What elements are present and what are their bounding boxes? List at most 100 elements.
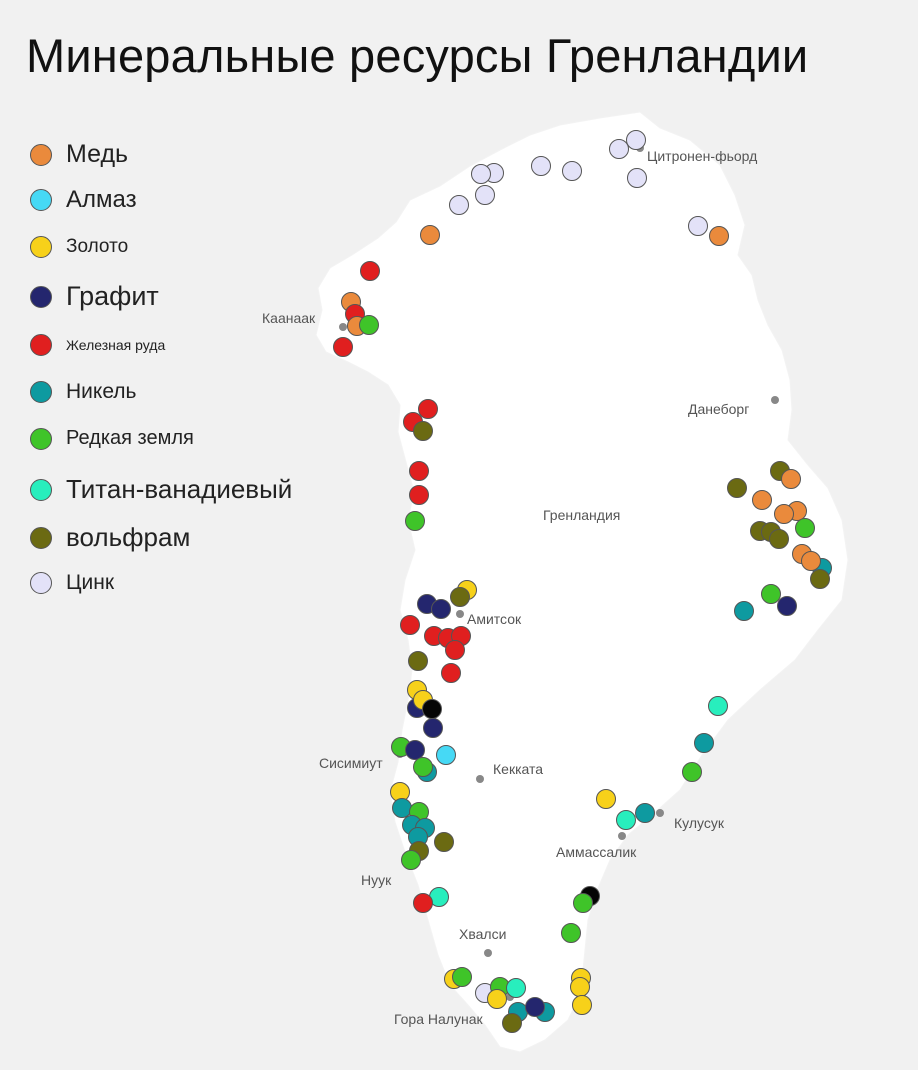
graphite-dot-icon [30, 285, 52, 308]
iron-deposit-marker [418, 399, 438, 419]
copper-deposit-marker [801, 551, 821, 571]
legend-item-titanium: Титан-ванадиевый [30, 474, 292, 505]
legend-item-copper: Медь [30, 140, 128, 169]
gold-deposit-marker [596, 789, 616, 809]
city-marker [484, 949, 492, 957]
unknown-deposit-marker [422, 699, 442, 719]
copper-deposit-marker [774, 504, 794, 524]
gold-deposit-marker [570, 977, 590, 997]
legend-label: Золото [66, 236, 129, 257]
rare-deposit-marker [761, 584, 781, 604]
city-label: Сисимиут [319, 755, 383, 771]
iron-deposit-marker [333, 337, 353, 357]
legend-item-iron: Железная руда [30, 334, 165, 356]
legend-item-zinc: Цинк [30, 571, 114, 595]
rare-deposit-marker [452, 967, 472, 987]
iron-deposit-marker [409, 461, 429, 481]
tungsten-deposit-marker [769, 529, 789, 549]
graphite-deposit-marker [777, 596, 797, 616]
rare-deposit-marker [682, 762, 702, 782]
tungsten-deposit-marker [408, 651, 428, 671]
city-marker [476, 775, 484, 783]
titanium-deposit-marker [506, 978, 526, 998]
legend-label: Титан-ванадиевый [66, 474, 293, 504]
gold-dot-icon [30, 236, 52, 258]
city-label: Аммассалик [556, 844, 637, 860]
city-label: Хвалси [459, 926, 506, 942]
legend-label: Алмаз [66, 186, 137, 213]
zinc-deposit-marker [688, 216, 708, 236]
zinc-deposit-marker [475, 185, 495, 205]
zinc-deposit-marker [531, 156, 551, 176]
legend-label: вольфрам [66, 522, 191, 552]
copper-deposit-marker [752, 490, 772, 510]
tungsten-deposit-marker [502, 1013, 522, 1033]
copper-deposit-marker [709, 226, 729, 246]
rare-earth-dot-icon [30, 427, 52, 450]
graphite-deposit-marker [405, 740, 425, 760]
city-label: Гренландия [543, 507, 620, 523]
gold-deposit-marker [487, 989, 507, 1009]
city-marker [771, 396, 779, 404]
rare-deposit-marker [413, 757, 433, 777]
nickel-dot-icon [30, 381, 52, 403]
graphite-deposit-marker [525, 997, 545, 1017]
iron-dot-icon [30, 334, 52, 356]
legend-label: Железная руда [66, 337, 166, 353]
legend-item-graphite: Графит [30, 281, 159, 312]
map-title: Минеральные ресурсы Гренландии [26, 29, 809, 82]
graphite-deposit-marker [423, 718, 443, 738]
greenland-landmass [315, 111, 849, 1053]
city-marker [618, 832, 626, 840]
gold-deposit-marker [572, 995, 592, 1015]
zinc-dot-icon [30, 572, 52, 594]
rare-deposit-marker [795, 518, 815, 538]
city-label: Цитронен-фьорд [647, 148, 757, 164]
tungsten-dot-icon [30, 526, 52, 549]
copper-dot-icon [30, 143, 52, 166]
legend-item-nickel: Никель [30, 380, 137, 404]
tungsten-deposit-marker [434, 832, 454, 852]
zinc-deposit-marker [609, 139, 629, 159]
city-label: Амитсок [467, 611, 522, 627]
nickel-deposit-marker [635, 803, 655, 823]
tungsten-deposit-marker [810, 569, 830, 589]
city-label: Каанаак [262, 310, 316, 326]
nickel-deposit-marker [734, 601, 754, 621]
legend-item-diamond: Алмаз [30, 186, 137, 214]
legend-label: Цинк [66, 571, 115, 594]
iron-deposit-marker [400, 615, 420, 635]
rare-deposit-marker [359, 315, 379, 335]
zinc-deposit-marker [627, 168, 647, 188]
legend-label: Никель [66, 380, 137, 403]
titanium-deposit-marker [708, 696, 728, 716]
copper-deposit-marker [420, 225, 440, 245]
legend-item-gold: Золото [30, 236, 128, 258]
legend-item-rare-earth: Редкая земля [30, 427, 194, 450]
iron-deposit-marker [409, 485, 429, 505]
diamond-dot-icon [30, 189, 52, 211]
city-label: Кулусук [674, 815, 725, 831]
zinc-deposit-marker [471, 164, 491, 184]
nickel-deposit-marker [392, 798, 412, 818]
nickel-deposit-marker [694, 733, 714, 753]
rare-deposit-marker [561, 923, 581, 943]
iron-deposit-marker [441, 663, 461, 683]
city-marker [656, 809, 664, 817]
city-label: Нуук [361, 872, 392, 888]
zinc-deposit-marker [626, 130, 646, 150]
diamond-deposit-marker [436, 745, 456, 765]
zinc-deposit-marker [449, 195, 469, 215]
iron-deposit-marker [413, 893, 433, 913]
legend-label: Графит [66, 281, 159, 311]
rare-deposit-marker [573, 893, 593, 913]
titanium-deposit-marker [616, 810, 636, 830]
titanium-dot-icon [30, 478, 52, 501]
rare-deposit-marker [401, 850, 421, 870]
city-marker [456, 610, 464, 618]
legend-label: Медь [66, 140, 129, 168]
rare-deposit-marker [405, 511, 425, 531]
copper-deposit-marker [781, 469, 801, 489]
deposit-layer [333, 130, 832, 1033]
